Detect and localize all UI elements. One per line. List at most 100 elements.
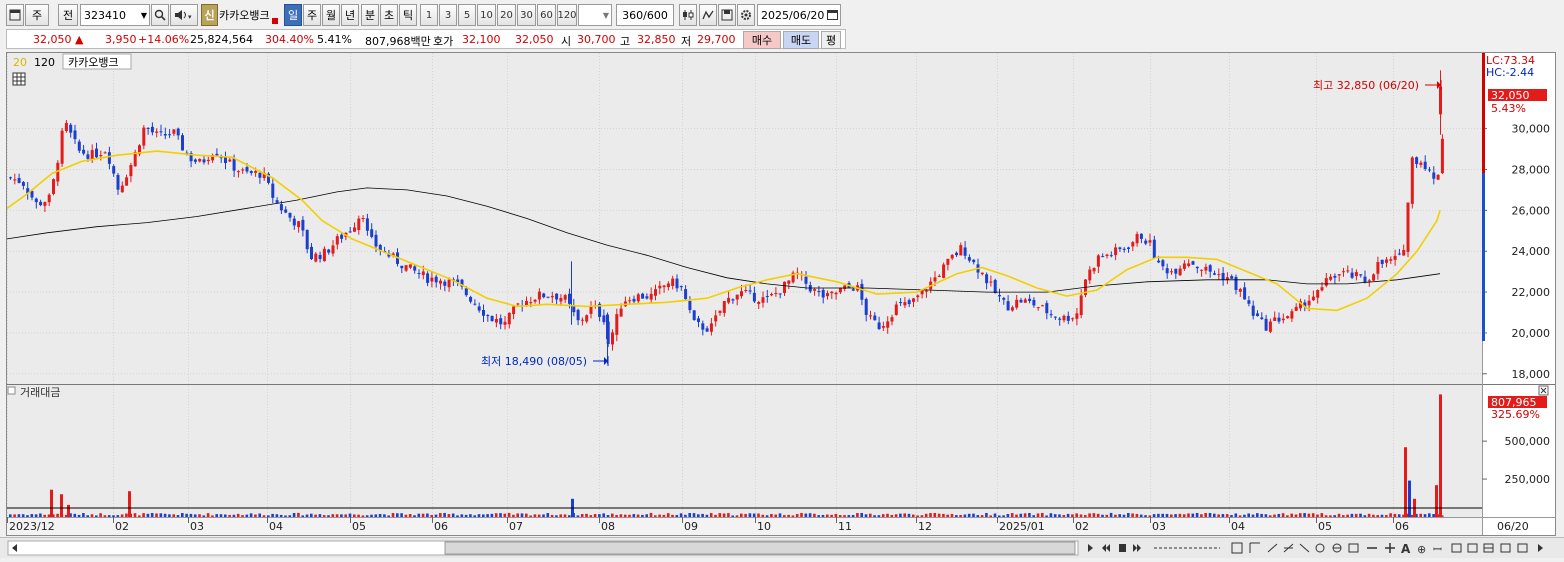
candle-body [426,273,430,283]
volume-bar [1354,513,1358,517]
candle-body [1148,240,1152,243]
credit-badge[interactable]: 신 [201,4,218,26]
period-tab-second[interactable]: 초 [380,4,398,26]
zigzag-tool-icon[interactable] [699,4,717,26]
volume-bar [1367,513,1371,517]
time-label: 08 [601,520,615,533]
gear-icon[interactable] [737,4,755,26]
interval-5[interactable]: 5 [458,4,476,26]
volume-bar [318,514,322,517]
volume-bar [942,513,945,517]
candle-body [572,305,576,313]
search-icon[interactable] [151,4,169,26]
volume-bar [52,514,55,517]
candle-body [47,194,51,203]
candle-body [125,177,129,186]
volume-bar [761,514,765,517]
panel-menu-icon[interactable] [7,386,16,395]
grid-toggle-icon[interactable] [12,72,26,86]
sell-button[interactable]: 매도 [783,31,819,49]
candle-body [348,231,352,233]
volume-bar [1204,513,1207,517]
forward-icon[interactable] [1133,544,1137,552]
count-field[interactable]: 360/600 [616,4,674,26]
toolbar: 주 전 323410 ▼ ▾ 신 카카오뱅크 일 주 월 년 분 초 틱 1 3… [0,4,1564,28]
volume-bar [654,515,657,517]
volume-bar [1195,512,1199,517]
volume-bar [873,515,876,517]
candle-body [920,289,924,295]
candle-body [107,152,111,164]
candle-body [1127,247,1130,249]
candle-body [284,209,288,213]
candle-body [1286,316,1290,319]
view-toggle-button[interactable]: 주 [25,4,49,26]
stop-icon[interactable] [1119,544,1126,552]
speaker-icon[interactable]: ▾ [170,4,198,26]
candle-body [1350,272,1354,278]
interval-30[interactable]: 30 [517,4,536,26]
volume-ratio: 304.40% [265,33,314,46]
scroll-thumb[interactable] [444,541,1076,555]
candle-body [64,122,68,132]
candle-body [1393,255,1397,260]
candle-body [413,266,417,271]
candle-body [1277,317,1281,322]
interval-120[interactable]: 120 [557,4,577,26]
volume-bar [658,514,661,517]
period-tab-year[interactable]: 년 [341,4,359,26]
candle-body [619,308,623,317]
interval-10[interactable]: 10 [477,4,496,26]
chart-area: 18,000 20,000 22,000 24,000 26,000 28,000 30,0… [6,52,1556,536]
save-icon[interactable] [718,4,736,26]
chevron-down-icon[interactable]: ▼ [602,10,609,20]
scroll-controls[interactable]: A ⊕ ꟷ [0,538,1564,558]
volume-bar [1092,513,1096,517]
time-label: 06 [1395,520,1409,533]
volume-bar [77,514,81,517]
period-tab-tick[interactable]: 틱 [399,4,417,26]
volume-bar [271,513,274,517]
window-menu-icon[interactable] [6,4,24,26]
candle-tool-icon[interactable] [679,4,697,26]
calendar-icon[interactable] [827,9,838,23]
chevron-down-icon[interactable]: ▼ [140,10,147,20]
candle-body [335,236,339,245]
date-field[interactable]: 2025/06/20 [757,4,841,26]
candle-body [267,173,270,183]
eval-button[interactable]: 평 [821,31,841,49]
interval-60[interactable]: 60 [537,4,556,26]
interval-select[interactable]: ▼ [578,4,612,26]
period-tab-day[interactable]: 일 [284,4,302,26]
rewind-icon[interactable] [1102,544,1106,552]
candle-body [641,293,645,299]
period-tab-month[interactable]: 월 [322,4,340,26]
buy-button[interactable]: 매수 [743,31,781,49]
candle-body [73,130,77,140]
volume-bar [482,514,485,517]
interval-1[interactable]: 1 [420,4,438,26]
candle-body [1324,278,1328,286]
candle-body [82,149,86,154]
chart-canvas[interactable]: 18,000 20,000 22,000 24,000 26,000 28,000 30,0… [7,53,1555,535]
period-tab-minute[interactable]: 분 [361,4,379,26]
interval-20[interactable]: 20 [497,4,516,26]
svg-text:⊕: ⊕ [1417,543,1426,556]
volume-bar [469,514,472,517]
interval-3[interactable]: 3 [439,4,457,26]
code-input[interactable]: 323410 ▼ [80,4,150,26]
scroll-left-icon[interactable] [12,544,17,552]
drawing-tools[interactable]: A ⊕ ꟷ [1231,542,1543,556]
volume-bar [1402,514,1405,517]
prev-button[interactable]: 전 [58,4,78,26]
candle-body [1346,270,1350,272]
period-tab-week[interactable]: 주 [303,4,321,26]
volume-bar [851,515,855,517]
candle-body [301,219,305,231]
volume-bar [662,514,666,517]
candle-body [890,317,894,322]
volume-bar [804,513,808,517]
volume-bar [525,513,528,517]
price-change-pct: +14.06% [138,33,190,46]
play-icon[interactable] [1088,544,1093,552]
